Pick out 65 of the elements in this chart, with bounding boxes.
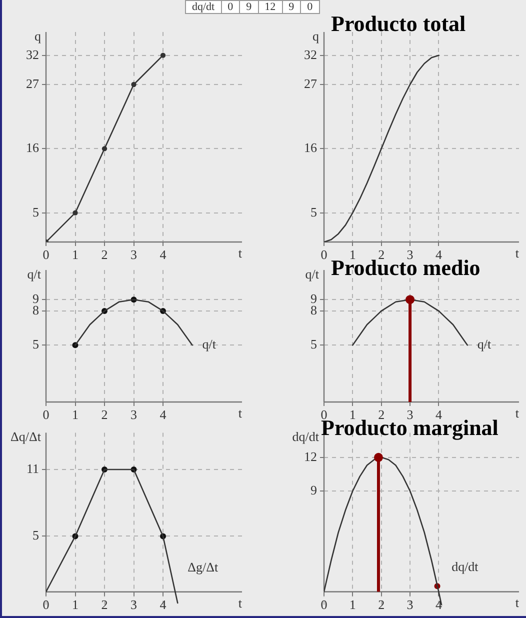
x-tick-label: 4	[435, 596, 442, 612]
x-tick-label: 4	[160, 407, 167, 422]
x-tick-label: 2	[101, 407, 108, 422]
x-tick-label: 4	[160, 247, 167, 262]
series-label: q/t	[477, 336, 492, 352]
point	[72, 210, 78, 216]
x-axis-title: t	[238, 595, 242, 610]
x-tick-label: 2	[101, 247, 108, 262]
x-tick-label: 4	[435, 247, 442, 262]
series-label: q/t	[202, 336, 216, 352]
y-tick-label: 5	[32, 204, 39, 220]
y-tick-label: 27	[26, 76, 40, 91]
y-tick-label: 27	[304, 76, 318, 91]
x-axis-title: t	[238, 245, 242, 260]
y-tick-label: 9	[310, 482, 317, 498]
y-tick-label: 11	[26, 460, 39, 476]
x-tick-label: 2	[378, 596, 385, 612]
x-tick-label: 1	[72, 597, 79, 612]
x-axis-title: t	[238, 405, 242, 420]
x-tick-label: 0	[320, 596, 328, 612]
y-axis-title: q	[312, 28, 320, 44]
x-tick-label: 0	[42, 407, 50, 422]
y-tick-label: 16	[26, 140, 40, 156]
y-tick-label: 16	[304, 140, 318, 156]
text: dq/dt 0 9 12 9 0	[186, 0, 320, 14]
x-tick-label: 3	[130, 247, 138, 262]
series-label: dq/dt	[452, 559, 479, 574]
series-label: Δg/Δt	[188, 559, 218, 574]
y-axis-title: q/t	[305, 266, 320, 282]
y-tick-label: 32	[26, 46, 39, 62]
y-axis-title: Δq/Δt	[10, 429, 42, 444]
x-tick-label: 4	[160, 597, 167, 612]
x-tick-label: 2	[101, 597, 108, 612]
y-axis-title: q	[34, 28, 42, 44]
y-tick-label: 5	[310, 204, 317, 220]
x-tick-label: 1	[349, 247, 356, 262]
x-tick-label: 4	[435, 407, 442, 422]
x-tick-label: 1	[349, 596, 356, 612]
x-tick-label: 3	[130, 597, 138, 612]
x-tick-label: 1	[72, 247, 79, 262]
point	[160, 52, 166, 58]
point	[102, 146, 108, 152]
y-tick-label: 5	[310, 336, 317, 352]
x-tick-label: 0	[42, 597, 50, 612]
x-tick-label: 2	[378, 247, 385, 262]
x-tick-label: 0	[42, 247, 50, 262]
y-tick-label: 12	[304, 448, 317, 464]
y-axis-title: dq/dt	[292, 429, 320, 444]
x-tick-label: 3	[406, 247, 414, 262]
y-axis-title: q/t	[27, 266, 42, 282]
x-tick-label: 0	[320, 247, 328, 262]
x-tick-label: 3	[406, 596, 414, 612]
x-tick-label: 3	[406, 407, 414, 422]
x-axis-title: t	[515, 405, 520, 420]
y-tick-label: 32	[304, 46, 317, 62]
x-axis-title: t	[515, 595, 520, 610]
x-axis-title: t	[515, 245, 520, 260]
x-tick-label: 1	[349, 407, 356, 422]
point	[131, 82, 136, 88]
y-tick-label: 5	[32, 336, 39, 352]
chart-title: Producto total	[331, 11, 466, 36]
y-tick-label: 5	[32, 528, 39, 543]
x-tick-label: 1	[72, 407, 79, 422]
x-tick-label: 2	[378, 407, 385, 422]
x-tick-label: 3	[130, 407, 138, 422]
